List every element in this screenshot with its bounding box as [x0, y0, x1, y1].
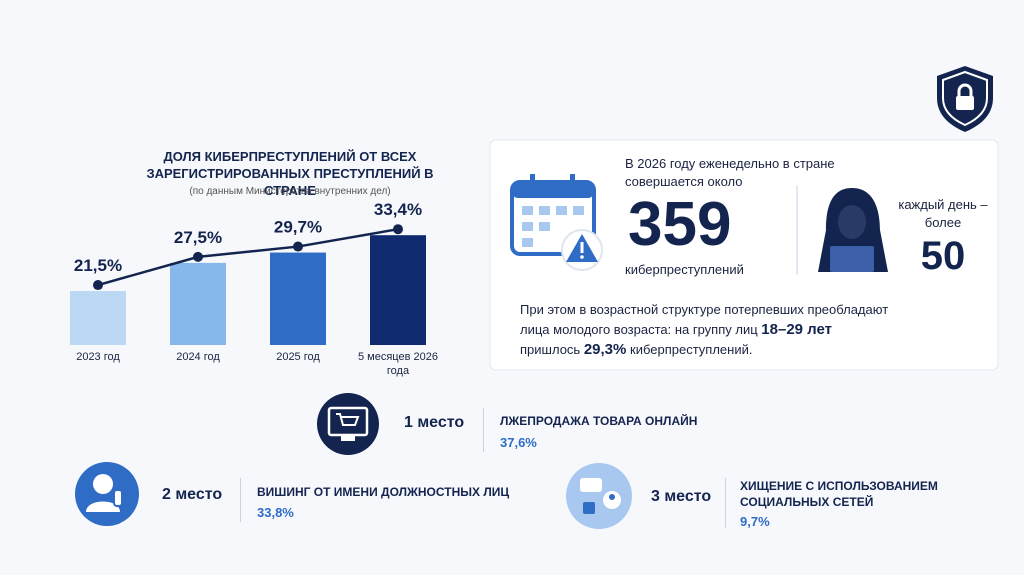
chart-title: ДОЛЯ КИБЕРПРЕСТУПЛЕНИЙ ОТ ВСЕХ ЗАРЕГИСТР…	[146, 149, 434, 198]
age-group: 18–29 лет	[761, 321, 832, 338]
rank-share: 37,6%	[500, 435, 537, 450]
weekly-number: 359	[628, 190, 732, 259]
hacker-icon	[818, 188, 888, 272]
age-paragraph: При этом в возрастной структуре потерпев…	[520, 300, 890, 360]
phone-icon	[75, 462, 139, 526]
weekly-unit: киберпреступлений	[625, 262, 744, 277]
bar	[370, 235, 426, 345]
trend-point	[393, 224, 403, 235]
social-icon	[566, 463, 632, 529]
value-label: 29,7%	[274, 218, 322, 237]
rank-title: ВИШИНГ ОТ ИМЕНИ ДОЛЖНОСТНЫХ ЛИЦ	[257, 485, 510, 499]
divider	[240, 478, 241, 522]
x-tick-label: 2025 год	[276, 351, 320, 363]
bar	[270, 252, 326, 345]
calendar-icon	[510, 174, 603, 271]
rank-share: 33,8%	[257, 505, 294, 520]
age-text: При этом в возрастной структуре потерпев…	[520, 302, 889, 337]
trend-point	[93, 280, 103, 291]
daily-prefix: каждый день – более	[898, 197, 988, 230]
age-text: пришлось	[520, 342, 581, 357]
trend-point	[293, 241, 303, 252]
trend-line	[97, 227, 399, 287]
daily-number: 50	[920, 234, 966, 278]
age-share: 29,3%	[583, 341, 627, 358]
chart-subtitle: (по данным Министерства внутренних дел)	[189, 186, 391, 197]
x-tick-label: 5 месяцев 2026 года	[358, 351, 438, 377]
rank-title: ХИЩЕНИЕ С ИСПОЛЬЗОВАНИЕМ СОЦИАЛЬНЫХ СЕТЕ…	[740, 479, 938, 509]
weekly-intro: В 2026 году еженедельно в стране соверша…	[625, 156, 835, 189]
value-label: 27,5%	[174, 228, 222, 247]
bar	[70, 291, 126, 345]
rank-place: 2 место	[162, 486, 223, 503]
bar	[170, 262, 226, 345]
rank-share: 9,7%	[740, 514, 770, 529]
x-tick-label: 2023 год	[76, 351, 120, 363]
divider	[725, 478, 726, 528]
x-tick-label: 2024 год	[176, 351, 220, 363]
divider	[483, 408, 484, 452]
shield-icon	[937, 66, 993, 132]
rank-title: ЛЖЕПРОДАЖА ТОВАРА ОНЛАЙН	[500, 414, 698, 428]
rank-place: 1 место	[404, 414, 465, 431]
value-label: 33,4%	[374, 200, 422, 219]
cart-icon	[317, 393, 379, 455]
trend-point	[193, 251, 203, 262]
rank-place: 3 место	[651, 488, 712, 505]
age-text: киберпреступлений.	[630, 342, 753, 357]
value-label: 21,5%	[74, 256, 122, 275]
